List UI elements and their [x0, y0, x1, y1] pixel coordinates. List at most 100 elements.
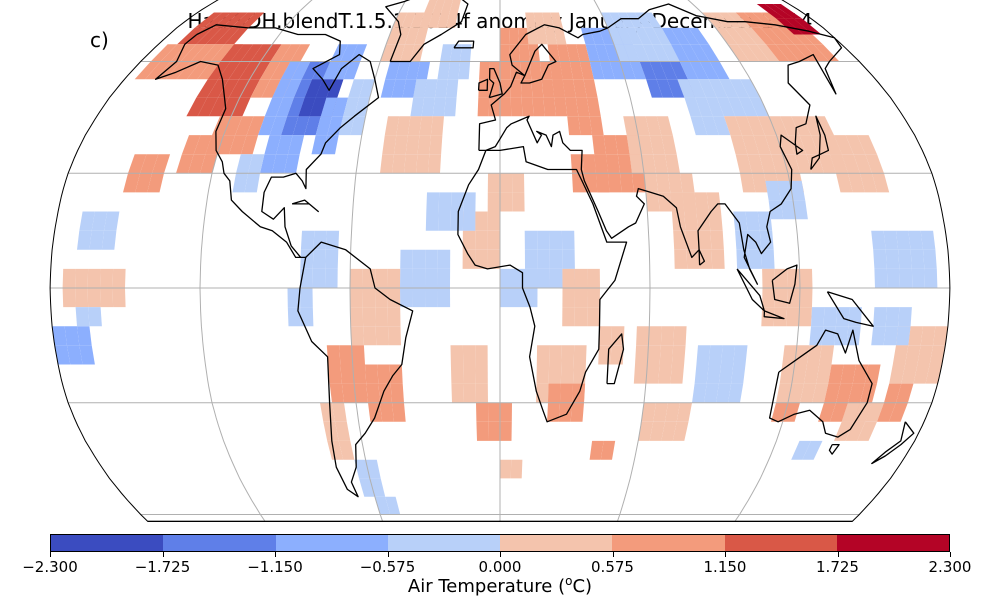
anomaly-cell	[328, 364, 342, 384]
coastline	[871, 421, 915, 465]
anomaly-cell	[845, 421, 866, 441]
anomaly-cell	[629, 154, 644, 174]
anomaly-cell	[197, 61, 221, 80]
anomaly-cell	[752, 173, 768, 193]
anomaly-cell	[775, 44, 800, 62]
coastline	[763, 310, 785, 320]
anomaly-cell	[62, 288, 76, 308]
anomaly-cell	[885, 249, 900, 269]
anomaly-cell	[573, 345, 587, 365]
anomaly-cell	[384, 116, 400, 136]
anomaly-cell	[845, 135, 866, 155]
anomaly-cell	[829, 154, 848, 174]
anomaly-cell	[223, 116, 243, 136]
anomaly-cell	[746, 44, 770, 62]
anomaly-cell	[525, 268, 538, 288]
anomaly-cell	[549, 345, 562, 365]
anomaly-cell	[721, 345, 736, 365]
colorbar-tick-label: −1.725	[134, 558, 191, 576]
anomaly-cell	[147, 173, 164, 193]
anomaly-cell	[769, 27, 795, 45]
anomaly-cell	[716, 97, 736, 117]
anomaly-cell	[325, 249, 339, 269]
anomaly-cell	[562, 249, 575, 269]
anomaly-cell	[560, 383, 573, 403]
anomaly-cell	[196, 79, 219, 98]
anomaly-cell	[731, 364, 746, 384]
anomaly-cell	[679, 61, 699, 80]
anomaly-cell	[908, 326, 923, 346]
anomaly-cell	[500, 268, 513, 288]
anomaly-cell	[272, 154, 288, 174]
anomaly-cell	[635, 345, 649, 365]
anomaly-cell	[339, 345, 353, 365]
anomaly-cell	[450, 44, 462, 62]
anomaly-cell	[500, 44, 510, 62]
anomaly-cell	[362, 268, 376, 288]
anomaly-cell	[576, 44, 590, 62]
anomaly-cell	[177, 27, 204, 45]
anomaly-cell	[400, 268, 413, 288]
anomaly-cell	[447, 61, 461, 80]
anomaly-cell	[272, 79, 292, 98]
anomaly-cell	[536, 345, 550, 365]
anomaly-cell	[287, 97, 305, 117]
anomaly-cell	[290, 44, 311, 62]
colorbar-tick	[275, 552, 276, 557]
anomaly-cell	[500, 402, 512, 422]
colorbar-tick-label: −2.300	[22, 558, 78, 576]
anomaly-cell	[589, 116, 604, 136]
anomaly-cell	[609, 12, 626, 28]
anomaly-cell	[385, 496, 401, 515]
anomaly-cell	[338, 116, 355, 136]
anomaly-cell	[421, 97, 435, 117]
anomaly-cell	[778, 27, 804, 45]
anomaly-cell	[244, 173, 260, 193]
anomaly-cell	[327, 440, 344, 460]
anomaly-cell	[680, 44, 700, 62]
anomaly-cell	[547, 44, 560, 62]
anomaly-cell	[737, 44, 760, 62]
anomaly-cell	[450, 345, 464, 365]
anomaly-cell	[390, 44, 405, 62]
anomaly-cell	[819, 345, 835, 365]
anomaly-cell	[634, 116, 650, 136]
anomaly-cell	[426, 192, 440, 212]
meridian-line	[199, 0, 320, 522]
anomaly-cell	[658, 364, 672, 384]
anomaly-cell	[66, 345, 83, 365]
anomaly-cell	[549, 230, 563, 250]
anomaly-cell	[674, 249, 688, 269]
anomaly-cell	[218, 79, 240, 98]
anomaly-cell	[756, 44, 780, 62]
anomaly-cell	[841, 154, 860, 174]
anomaly-cell	[500, 27, 510, 45]
anomaly-cell	[733, 211, 748, 231]
anomaly-cell	[88, 307, 102, 327]
anomaly-cell	[449, 0, 462, 13]
anomaly-cell	[848, 383, 865, 403]
anomaly-cell	[425, 249, 438, 269]
anomaly-cell	[604, 44, 620, 62]
anomaly-cell	[680, 173, 695, 193]
coastline	[606, 333, 625, 385]
anomaly-cell	[438, 211, 451, 231]
anomaly-cell	[561, 230, 575, 250]
anomaly-cell	[354, 97, 370, 117]
anomaly-cell	[572, 173, 586, 193]
anomaly-cell	[910, 249, 925, 269]
anomaly-cell	[727, 44, 750, 62]
anomaly-cell	[450, 364, 464, 384]
anomaly-cell	[400, 249, 413, 269]
anomaly-cell	[390, 383, 404, 403]
anomaly-cell	[140, 154, 159, 174]
anomaly-cell	[87, 268, 101, 288]
anomaly-cell	[419, 116, 433, 136]
anomaly-cell	[340, 44, 358, 62]
anomaly-cell	[834, 135, 854, 155]
anomaly-cell	[765, 180, 781, 201]
anomaly-cell	[232, 173, 248, 193]
anomaly-cell	[529, 61, 542, 80]
coastline	[771, 264, 798, 304]
anomaly-cell	[188, 154, 206, 174]
